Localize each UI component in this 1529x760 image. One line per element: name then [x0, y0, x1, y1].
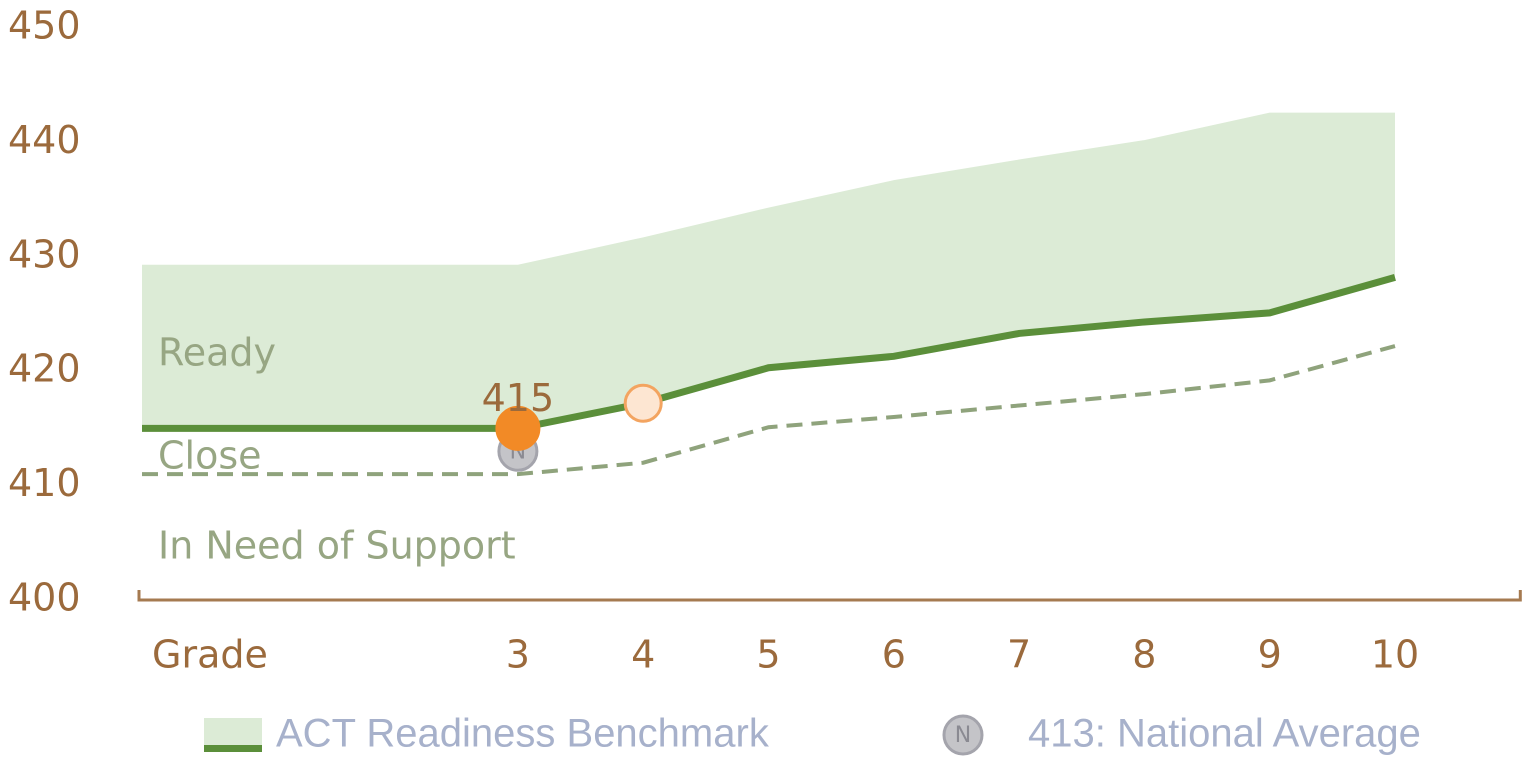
x-tick-label: 9	[1258, 633, 1282, 677]
legend: ACT Readiness Benchmark N 413: National …	[204, 712, 1421, 756]
x-tick-label: 7	[1007, 633, 1031, 677]
student-score	[623, 383, 663, 423]
x-tick-label: 10	[1371, 633, 1419, 677]
y-tick-label: 430	[8, 232, 81, 276]
data-label: 415	[482, 376, 555, 420]
y-tick-label: 440	[8, 118, 81, 162]
x-axis-title: Grade	[152, 633, 268, 677]
close-line	[142, 344, 1396, 477]
x-tick-label: 3	[506, 633, 530, 677]
legend-marker-label: N	[955, 723, 971, 748]
y-tick-label: 450	[8, 4, 81, 48]
y-tick-label: 420	[8, 347, 81, 391]
zone-label: Close	[158, 434, 262, 478]
legend-label: ACT Readiness Benchmark	[276, 712, 770, 756]
legend-label: 413: National Average	[1028, 712, 1421, 756]
x-tick-label: 8	[1132, 633, 1156, 677]
y-tick-label: 400	[8, 576, 81, 620]
legend-swatch-line	[204, 745, 262, 752]
zone-label: In Need of Support	[158, 524, 516, 568]
benchmark-band	[142, 112, 1395, 429]
x-axis	[137, 590, 1522, 602]
x-tick-label: 4	[631, 633, 655, 677]
student-score	[495, 405, 541, 451]
x-tick-label: 5	[756, 633, 780, 677]
legend-swatch-band	[204, 718, 262, 746]
x-tick-label: 6	[882, 633, 906, 677]
benchmark-line	[142, 274, 1396, 432]
zone-label: Ready	[158, 331, 276, 375]
legend-marker	[942, 714, 984, 756]
y-tick-label: 410	[8, 461, 81, 505]
